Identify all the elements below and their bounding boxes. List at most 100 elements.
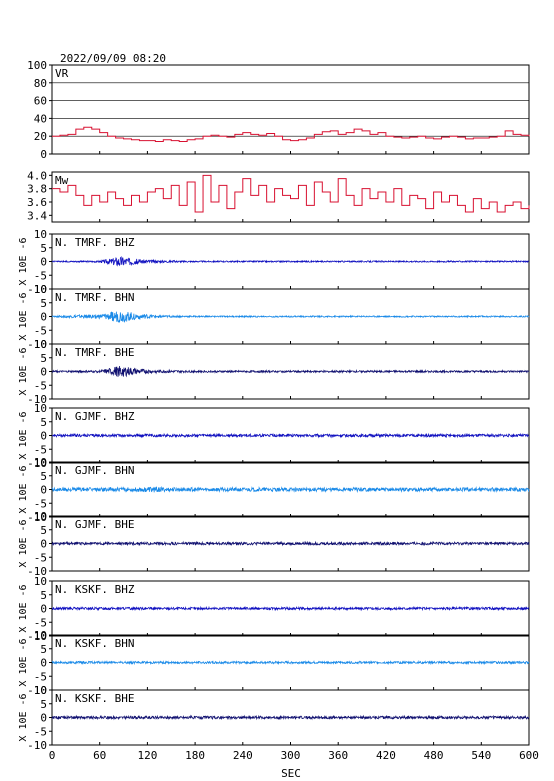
y-tick-label: 5 — [40, 352, 47, 365]
y-tick-label: 3.8 — [27, 183, 47, 196]
y-tick-label: -10 — [27, 565, 47, 578]
series-label: N. KSKF. BHE — [55, 692, 134, 705]
y-tick-label: 20 — [34, 130, 47, 143]
series-label: VR — [55, 67, 69, 80]
x-tick-label: 120 — [137, 749, 157, 762]
y-tick-label: 0 — [40, 256, 47, 269]
y-tick-label: -10 — [27, 684, 47, 697]
x-tick-label: 480 — [424, 749, 444, 762]
y-tick-label: -5 — [34, 443, 47, 456]
y-tick-label: 10 — [34, 456, 47, 469]
y-tick-label: 10 — [34, 510, 47, 523]
series-label: N. GJMF. BHE — [55, 518, 134, 531]
x-axis: 0 60 120 180 240 300 360 420 480 540 600 — [49, 749, 539, 762]
y-tick-label: 0 — [40, 712, 47, 725]
y-tick-label: 5 — [40, 416, 47, 429]
y-axis-label: X 10E -6 — [18, 411, 29, 459]
y-tick-label: 10 — [34, 228, 47, 241]
x-tick-label: 0 — [49, 749, 56, 762]
series-label: N. TMRF. BHE — [55, 346, 134, 359]
y-tick-label: 5 — [40, 297, 47, 310]
y-tick-label: -10 — [27, 283, 47, 296]
y-axis-label: X 10E -6 — [18, 693, 29, 741]
y-tick-label: 3.6 — [27, 196, 47, 209]
y-axis-label: X 10E -6 — [18, 292, 29, 340]
y-tick-label: 80 — [34, 77, 47, 90]
y-tick-label: -10 — [27, 457, 47, 470]
y-tick-label: 5 — [40, 470, 47, 483]
waveform-trace — [51, 485, 530, 493]
x-tick-label: 420 — [376, 749, 396, 762]
x-tick-label: 240 — [233, 749, 253, 762]
y-tick-label: 0 — [40, 366, 47, 379]
y-tick-label: -5 — [34, 551, 47, 564]
x-tick-label: 540 — [471, 749, 491, 762]
y-tick-label: -5 — [34, 616, 47, 629]
waveform-trace — [51, 605, 530, 612]
y-tick-label: 10 — [34, 338, 47, 351]
y-tick-label: 40 — [34, 112, 47, 125]
y-axis-label: X 10E -6 — [18, 237, 29, 285]
series-line-mw — [52, 174, 530, 213]
waveform-trace — [51, 540, 530, 547]
y-tick-label: -10 — [27, 338, 47, 351]
y-tick-label: 0 — [40, 538, 47, 551]
y-tick-label: 10 — [34, 629, 47, 642]
y-tick-label: -10 — [27, 511, 47, 524]
y-tick-label: -5 — [34, 670, 47, 683]
panel-1: 0 20 40 60 80 100 VR — [27, 59, 530, 161]
y-tick-label: 10 — [34, 402, 47, 415]
y-tick-label: 0 — [40, 148, 47, 161]
x-tick-label: 600 — [519, 749, 539, 762]
y-tick-label: 0 — [40, 484, 47, 497]
y-tick-label: 10 — [34, 575, 47, 588]
series-label: N. GJMF. BHN — [55, 464, 134, 477]
y-axis-label: X 10E -6 — [18, 347, 29, 395]
y-tick-label: 3.4 — [27, 209, 47, 222]
waveform-trace — [51, 714, 530, 721]
y-axis-label: X 10E -6 — [18, 465, 29, 513]
y-tick-label: 10 — [34, 283, 47, 296]
y-axis-label: X 10E -6 — [18, 584, 29, 632]
y-tick-label: 0 — [40, 430, 47, 443]
y-tick-label: -5 — [34, 269, 47, 282]
x-tick-label: 300 — [281, 749, 301, 762]
x-tick-label: 60 — [93, 749, 106, 762]
y-tick-label: 5 — [40, 524, 47, 537]
waveform-trace — [51, 256, 530, 267]
x-tick-label: 360 — [328, 749, 348, 762]
series-label: Mw — [55, 174, 69, 187]
x-axis-label: SEC — [281, 767, 301, 780]
panel-2: 3.43.63.84.0 Mw — [27, 169, 530, 223]
y-tick-label: 0 — [40, 657, 47, 670]
series-label: N. GJMF. BHZ — [55, 410, 135, 423]
y-tick-label: 4.0 — [27, 169, 47, 182]
y-tick-label: 0 — [40, 603, 47, 616]
y-tick-label: 100 — [27, 59, 47, 72]
y-tick-label: 10 — [34, 684, 47, 697]
y-tick-label: -10 — [27, 393, 47, 406]
waveform-trace — [51, 366, 530, 378]
y-tick-label: -5 — [34, 379, 47, 392]
figure-title: 2022/09/09 08:20 — [60, 52, 166, 65]
y-tick-label: -10 — [27, 739, 47, 752]
y-tick-label: 5 — [40, 589, 47, 602]
series-label: N. TMRF. BHZ — [55, 236, 135, 249]
x-tick-label: 180 — [185, 749, 205, 762]
waveform-trace — [51, 659, 530, 666]
y-tick-label: 5 — [40, 242, 47, 255]
y-tick-label: -5 — [34, 497, 47, 510]
y-tick-label: 5 — [40, 643, 47, 656]
series-label: N. TMRF. BHN — [55, 291, 134, 304]
y-tick-label: -5 — [34, 324, 47, 337]
